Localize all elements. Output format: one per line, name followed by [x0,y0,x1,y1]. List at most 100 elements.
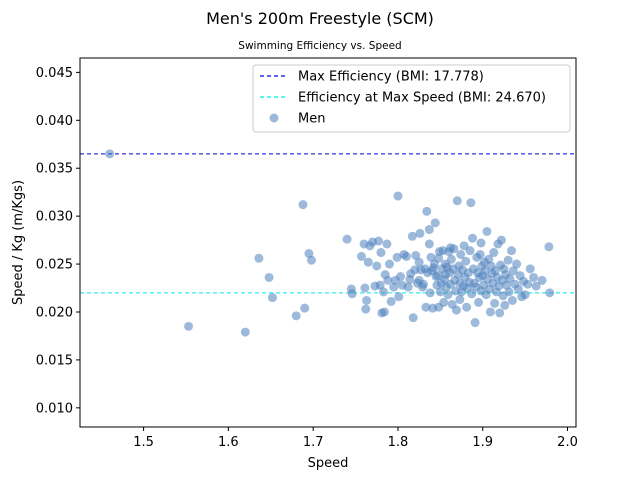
data-point [466,198,476,208]
data-point [411,250,421,260]
data-point [482,226,492,236]
data-point [520,290,530,300]
data-point [433,271,443,281]
data-point [489,248,499,258]
data-point [505,273,515,283]
data-point [298,200,308,210]
legend: Max Efficiency (BMI: 17.778) Efficiency … [252,64,571,133]
data-point [455,295,465,305]
data-point [495,308,505,318]
legend-label-men: Men [298,112,325,127]
legend-label-max-efficiency: Max Efficiency (BMI: 17.778) [298,70,484,85]
data-point [403,282,413,292]
data-points [105,149,555,337]
data-point [426,252,436,262]
data-point [360,283,370,293]
x-tick-label: 1.5 [133,435,154,450]
data-point [383,275,393,285]
data-point [507,295,517,305]
legend-box [252,64,571,133]
data-point [504,287,514,297]
data-point [424,225,434,235]
data-point [356,251,366,261]
data-point [474,297,483,307]
data-point [392,252,402,262]
data-point [372,261,382,271]
data-point [425,288,435,298]
y-axis-ticks: 0.010 0.015 0.020 0.025 0.030 0.035 0.040 0.045 [36,66,80,416]
data-point [408,313,418,323]
legend-swatch-men [269,113,279,123]
data-point [363,257,373,267]
data-point [500,300,510,310]
x-axis-label: Speed [308,456,349,471]
data-point [545,288,555,298]
data-point [496,235,506,245]
data-point [512,259,522,269]
data-point [476,238,486,248]
data-point [184,321,194,331]
plot-frame [79,57,577,428]
data-point [440,270,450,280]
data-point [424,239,434,249]
data-point [379,307,389,317]
data-point [240,327,250,337]
data-point [386,296,396,306]
legend-label-max-speed: Efficiency at Max Speed (BMI: 24.670) [298,91,546,106]
data-point [456,249,466,259]
data-point [439,297,449,307]
y-tick-label: 0.025 [36,258,73,273]
data-point [503,255,513,265]
chart-subtitle: Swimming Efficiency vs. Speed [238,40,401,52]
data-point [465,246,475,256]
data-point [475,249,485,259]
data-point [254,253,264,263]
data-point [300,303,310,313]
x-tick-label: 1.9 [472,435,493,450]
data-point [461,256,471,266]
y-tick-label: 0.035 [36,162,73,177]
data-point [422,206,432,216]
data-point [446,243,456,253]
data-point [376,248,386,258]
data-point [523,279,533,289]
x-tick-label: 1.6 [218,435,239,450]
data-point [434,253,444,263]
data-point [462,302,472,312]
data-point [347,289,357,299]
data-point [401,251,411,261]
data-point [393,191,403,201]
data-point [418,279,428,289]
data-point [291,311,301,321]
data-point [394,292,404,302]
data-point [407,231,417,241]
data-point [470,318,480,328]
y-tick-label: 0.010 [36,401,73,416]
data-point [490,298,500,308]
data-point [508,266,518,276]
data-point [467,289,477,299]
data-point [544,242,554,252]
data-point [382,239,392,249]
x-tick-label: 1.8 [388,435,409,450]
data-point [529,272,539,282]
data-point [421,302,431,312]
y-tick-label: 0.045 [36,66,73,81]
y-axis-label: Speed / Kg (m/Kgs) [11,180,26,305]
data-point [342,234,352,244]
data-point [430,218,440,228]
data-point [531,281,541,291]
data-point [443,290,453,300]
y-tick-label: 0.030 [36,210,73,225]
chart-title: Men's 200m Freestyle (SCM) [206,9,434,28]
data-point [468,233,478,243]
data-point [379,287,389,297]
data-point [373,236,383,246]
data-point [414,257,424,267]
data-point [267,293,277,303]
data-point [446,254,456,264]
data-point [415,228,425,238]
y-tick-label: 0.020 [36,305,73,320]
data-point [375,280,385,290]
